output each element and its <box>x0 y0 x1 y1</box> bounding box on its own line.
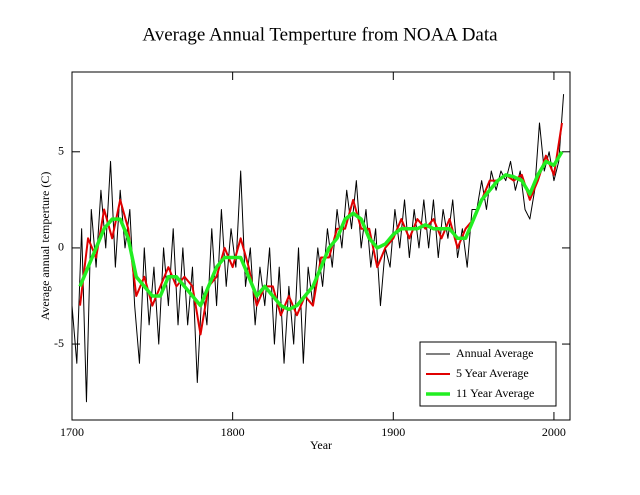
legend-label: 11 Year Average <box>456 386 534 400</box>
x-tick-label: 2000 <box>542 425 566 439</box>
x-tick-label: 1700 <box>60 425 84 439</box>
x-axis-label: Year <box>310 438 332 452</box>
y-axis-label: Average annual temperture (C) <box>38 172 52 321</box>
chart-title: Average Annual Temperture from NOAA Data <box>142 24 498 45</box>
y-tick-label: -5 <box>54 336 64 350</box>
series-line <box>78 150 564 312</box>
legend-label: 5 Year Average <box>456 366 529 380</box>
series-line <box>79 122 563 336</box>
x-tick-label: 1800 <box>221 425 245 439</box>
y-tick-label: 5 <box>58 144 64 158</box>
series-line <box>72 94 565 403</box>
y-tick-label: 0 <box>58 240 64 254</box>
x-tick-label: 1900 <box>381 425 405 439</box>
legend-label: Annual Average <box>456 346 533 360</box>
plot-frame <box>71 71 571 421</box>
